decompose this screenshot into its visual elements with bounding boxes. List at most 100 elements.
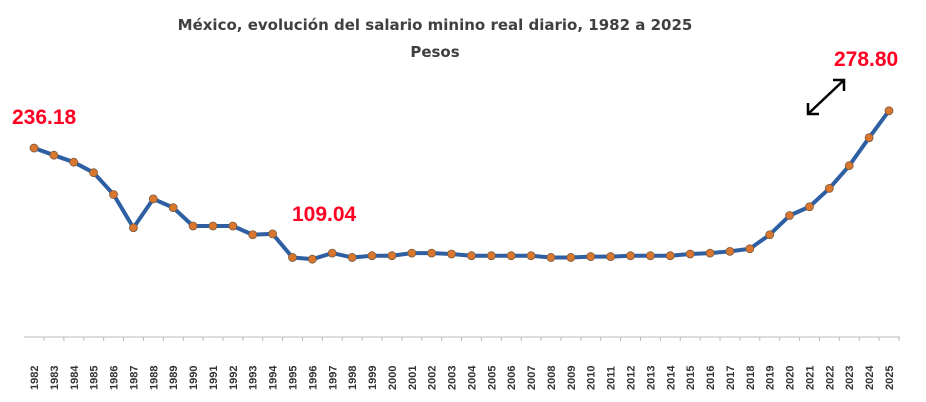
data-point-1985 [89,168,99,178]
annotation-end: 278.80 [834,48,898,71]
data-point-1991 [208,221,218,231]
data-point-2007 [526,251,536,261]
x-tick-1998: 1998 [347,366,359,390]
x-tick-2001: 2001 [407,366,419,390]
x-tick-1990: 1990 [188,366,200,390]
x-tick-1986: 1986 [109,366,121,390]
x-tick-1984: 1984 [69,365,81,390]
x-tick-1987: 1987 [128,366,140,390]
data-point-1997 [327,248,337,258]
data-point-2004 [467,251,476,261]
data-point-2000 [387,251,397,261]
data-point-1982 [29,143,39,153]
data-point-2023 [844,161,854,171]
data-point-2016 [705,248,715,258]
x-tick-2008: 2008 [546,366,558,390]
x-tick-2022: 2022 [824,366,836,390]
x-tick-1999: 1999 [367,366,379,390]
diagonal-double-arrow-icon [806,78,846,116]
x-tick-2016: 2016 [705,366,717,390]
x-tick-1997: 1997 [327,366,339,390]
data-point-2025 [884,106,894,116]
data-point-1998 [347,253,357,262]
x-tick-1988: 1988 [148,366,160,390]
data-point-2002 [427,248,437,258]
data-point-2017 [725,246,735,256]
annotations: 236.18 109.04 278.80 [12,48,898,226]
x-tick-2021: 2021 [804,366,816,390]
x-tick-2004: 2004 [466,365,478,390]
data-point-2018 [745,244,755,254]
x-tick-1995: 1995 [287,366,299,390]
data-point-2006 [506,251,516,261]
data-point-1984 [69,157,79,167]
x-tick-2007: 2007 [526,366,538,390]
data-point-2001 [407,248,417,258]
data-point-2005 [486,251,496,261]
x-tick-2014: 2014 [665,365,677,390]
x-tick-labels: 1982 1983 1984 1985 1986 1987 1988 1989 1990 1991… [29,337,900,390]
x-tick-2017: 2017 [725,366,737,390]
x-tick-2020: 2020 [785,366,797,390]
x-tick-2013: 2013 [645,366,657,390]
data-point-2015 [685,249,695,259]
data-point-2003 [447,249,456,259]
x-tick-1994: 1994 [268,365,280,390]
x-tick-1985: 1985 [89,366,101,390]
x-tick-1996: 1996 [307,366,319,390]
data-point-2024 [864,133,874,143]
data-point-2020 [785,211,794,220]
x-tick-1991: 1991 [208,366,220,390]
data-point-1996 [307,254,317,264]
x-tick-2010: 2010 [586,366,598,390]
x-tick-2023: 2023 [844,366,856,390]
data-point-2013 [645,251,655,261]
x-tick-2018: 2018 [745,366,757,390]
x-tick-2011: 2011 [606,366,618,390]
data-point-1989 [168,203,178,213]
data-point-1987 [129,223,138,233]
chart-title: México, evolución del salario minino rea… [178,16,693,34]
x-tick-2025: 2025 [884,366,896,390]
x-tick-2009: 2009 [566,366,578,390]
series-line [33,109,891,262]
data-point-1983 [49,150,59,160]
x-tick-2005: 2005 [486,366,498,390]
data-point-1993 [248,230,258,240]
data-point-2009 [566,253,576,262]
x-tick-1992: 1992 [228,366,240,390]
data-point-2010 [586,252,596,261]
data-point-1995 [288,253,297,262]
x-tick-1982: 1982 [29,366,41,390]
annotation-min: 109.04 [292,203,357,226]
data-point-2022 [824,184,834,193]
x-tick-2019: 2019 [765,366,777,390]
x-tick-2015: 2015 [685,366,697,390]
x-tick-1989: 1989 [168,366,180,390]
data-point-1992 [228,221,238,231]
x-tick-2002: 2002 [427,366,439,390]
data-point-2014 [665,251,675,261]
data-point-1999 [367,251,377,261]
x-tick-2000: 2000 [387,366,399,390]
data-point-2008 [546,253,556,262]
x-tick-2003: 2003 [447,366,459,390]
x-tick-2012: 2012 [626,366,638,390]
chart-subtitle: Pesos [410,43,459,61]
x-tick-2024: 2024 [864,365,876,390]
data-point-1990 [188,221,198,231]
data-point-2011 [606,252,616,261]
annotation-start: 236.18 [12,106,77,129]
data-point-1986 [109,190,118,199]
data-point-2021 [805,202,814,212]
data-point-1988 [148,194,158,204]
x-tick-1993: 1993 [248,366,260,390]
x-tick-2006: 2006 [506,366,518,390]
data-point-2012 [626,251,635,261]
x-tick-1983: 1983 [49,366,61,390]
data-point-1994 [268,229,278,239]
series-markers [29,106,894,264]
data-point-2019 [765,230,775,240]
